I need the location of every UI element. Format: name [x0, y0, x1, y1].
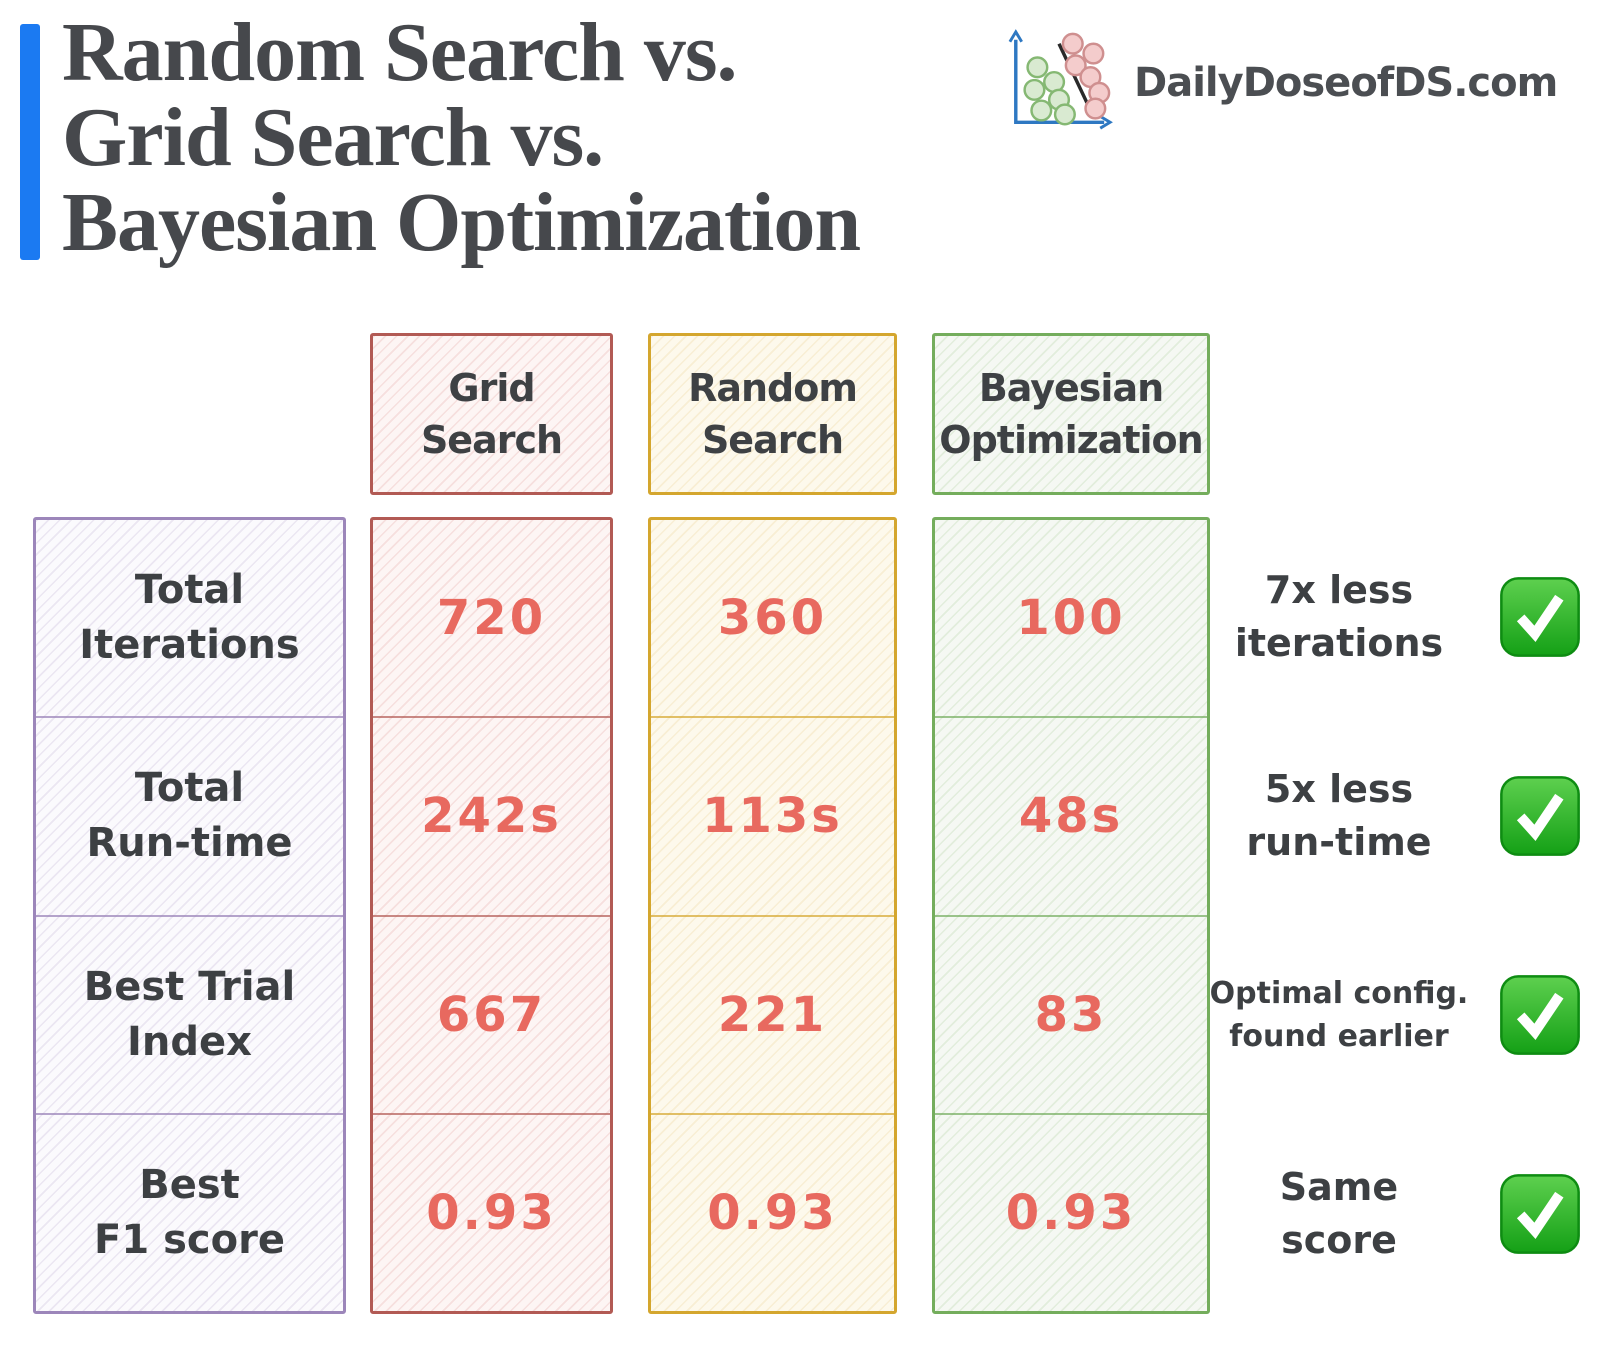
grid-search-values-column: 720 242s 667 0.93: [370, 517, 613, 1314]
annotation-optimal-config-found-earlier: Optimal config. found earlier: [1188, 915, 1592, 1114]
annotation-text: Same score: [1279, 1164, 1399, 1262]
cell-bayesian-best-trial-index: 83: [935, 914, 1207, 1113]
column-header-label: Bayesian: [978, 366, 1164, 410]
column-header-label: Search: [701, 418, 844, 462]
cell-grid-best-f1-score: 0.93: [373, 1112, 610, 1311]
annotation-same-score: Same score: [1188, 1114, 1592, 1313]
check-mark-icon: [1500, 1173, 1580, 1254]
annotation-text: 7x less iterations: [1234, 567, 1444, 665]
column-header-grid-search: Grid Search: [370, 333, 613, 495]
bayesian-optimization-values-column: 100 48s 83 0.93: [932, 517, 1210, 1314]
check-mark-icon: [1500, 775, 1580, 856]
brand: DailyDoseofDS.com: [1000, 28, 1558, 138]
brand-text: DailyDoseofDS.com: [1134, 60, 1558, 106]
row-label-total-iterations: Total Iterations: [79, 567, 300, 669]
page-title: Random Search vs. Grid Search vs. Bayesi…: [62, 6, 861, 269]
cell-random-total-run-time: 113s: [651, 716, 894, 914]
title-accent-bar: [20, 24, 40, 260]
random-search-values-column: 360 113s 221 0.93: [648, 517, 897, 1314]
column-header-bayesian-optimization: Bayesian Optimization: [932, 333, 1210, 495]
cell-grid-total-run-time: 242s: [373, 716, 610, 914]
column-header-label: Optimization: [939, 418, 1203, 462]
row-label-best-f1-score: Best F1 score: [36, 1112, 343, 1311]
cell-grid-total-iterations: 720: [436, 590, 547, 647]
check-mark-icon: [1500, 974, 1580, 1055]
cell-bayesian-best-f1-score: 0.93: [935, 1112, 1207, 1311]
cell-bayesian-total-run-time: 48s: [935, 716, 1207, 914]
column-header-label: Random: [688, 366, 858, 410]
check-mark-icon: [1500, 576, 1580, 657]
cell-grid-best-trial-index: 667: [373, 914, 610, 1113]
cell-random-total-iterations: 360: [717, 590, 828, 647]
cell-random-best-trial-index: 221: [651, 914, 894, 1113]
row-labels-column: Total Iterations Total Run-time Best Tri…: [33, 517, 346, 1314]
row-label-best-trial-index: Best Trial Index: [36, 914, 343, 1113]
annotation-text: Optimal config. found earlier: [1209, 975, 1469, 1054]
row-label-total-run-time: Total Run-time: [36, 716, 343, 914]
annotation-less-run-time: 5x less run-time: [1188, 716, 1592, 915]
column-header-label: Grid: [448, 366, 535, 410]
title-line-3: Bayesian Optimization: [62, 176, 861, 269]
annotation-less-iterations: 7x less iterations: [1188, 517, 1592, 716]
cell-random-best-f1-score: 0.93: [651, 1112, 894, 1311]
column-header-random-search: Random Search: [648, 333, 897, 495]
scatter-plot-logo-icon: [1008, 29, 1113, 130]
cell-bayesian-total-iterations: 100: [1016, 590, 1126, 647]
title-line-1: Random Search vs.: [62, 6, 738, 99]
title-line-2: Grid Search vs.: [62, 91, 604, 184]
annotation-text: 5x less run-time: [1246, 766, 1432, 864]
column-header-label: Search: [420, 418, 563, 462]
